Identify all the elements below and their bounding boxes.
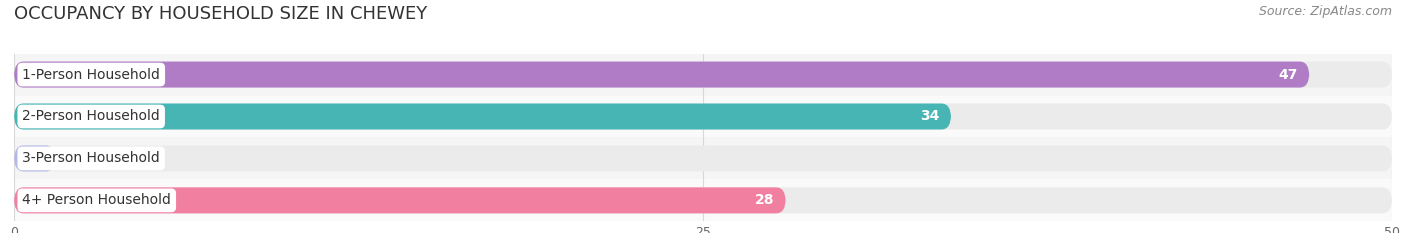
FancyBboxPatch shape bbox=[14, 103, 1392, 130]
Text: 3-Person Household: 3-Person Household bbox=[22, 151, 160, 165]
FancyBboxPatch shape bbox=[14, 187, 1392, 213]
FancyBboxPatch shape bbox=[14, 62, 1392, 88]
Text: 2-Person Household: 2-Person Household bbox=[22, 110, 160, 123]
FancyBboxPatch shape bbox=[14, 62, 1309, 88]
FancyBboxPatch shape bbox=[14, 145, 55, 171]
Text: Source: ZipAtlas.com: Source: ZipAtlas.com bbox=[1258, 5, 1392, 18]
Text: 34: 34 bbox=[921, 110, 941, 123]
Text: OCCUPANCY BY HOUSEHOLD SIZE IN CHEWEY: OCCUPANCY BY HOUSEHOLD SIZE IN CHEWEY bbox=[14, 5, 427, 23]
Text: 0: 0 bbox=[75, 151, 83, 165]
Text: 47: 47 bbox=[1279, 68, 1298, 82]
Bar bbox=[14, 179, 1392, 221]
FancyBboxPatch shape bbox=[14, 145, 1392, 171]
Text: 4+ Person Household: 4+ Person Household bbox=[22, 193, 172, 207]
FancyBboxPatch shape bbox=[14, 103, 950, 130]
Bar bbox=[14, 96, 1392, 137]
Text: 1-Person Household: 1-Person Household bbox=[22, 68, 160, 82]
FancyBboxPatch shape bbox=[14, 187, 786, 213]
Text: 28: 28 bbox=[755, 193, 775, 207]
Bar bbox=[14, 54, 1392, 96]
Bar bbox=[14, 137, 1392, 179]
